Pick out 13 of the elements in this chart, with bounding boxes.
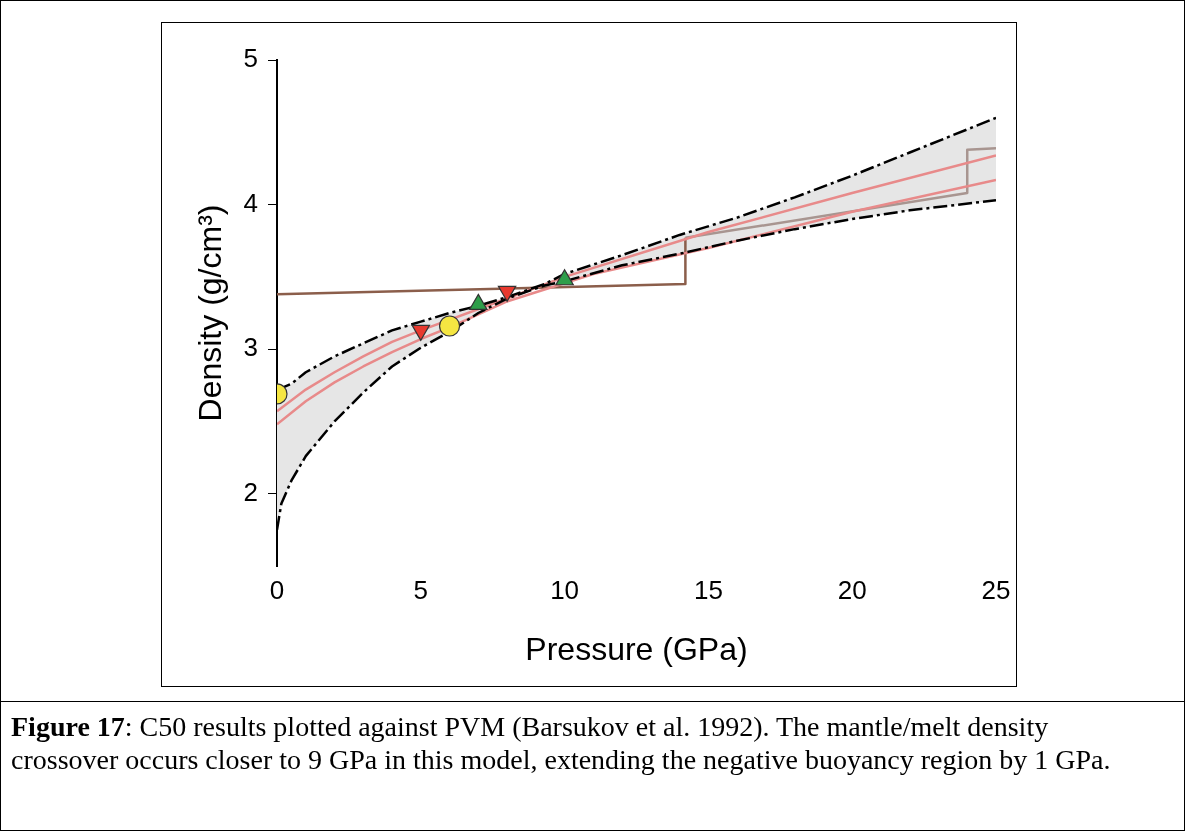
caption: Figure 17: C50 results plotted against PVM (Barsukov et al. 1992). The mantle/melt density crossover occurs closer to 9 GPa in this model, extending the negative buoyancy region by 1 GPa.: [11, 710, 1112, 776]
x-tick-label: 25: [981, 574, 1011, 605]
x-tick-label: 0: [269, 574, 285, 605]
y-tick-label: 2: [243, 476, 258, 507]
x-tick-label: 20: [837, 574, 867, 605]
y-tick-label: 3: [243, 332, 258, 363]
x-tick-label: 5: [413, 574, 429, 605]
x-tick-label: 15: [693, 574, 723, 605]
x-tick-label: 10: [550, 574, 580, 605]
x-axis-title: Pressure (GPa): [525, 630, 748, 667]
y-tick-label: 5: [243, 43, 258, 74]
y-tick-label: 4: [243, 187, 258, 218]
y-axis-title: Density (g/cm³): [192, 204, 229, 422]
